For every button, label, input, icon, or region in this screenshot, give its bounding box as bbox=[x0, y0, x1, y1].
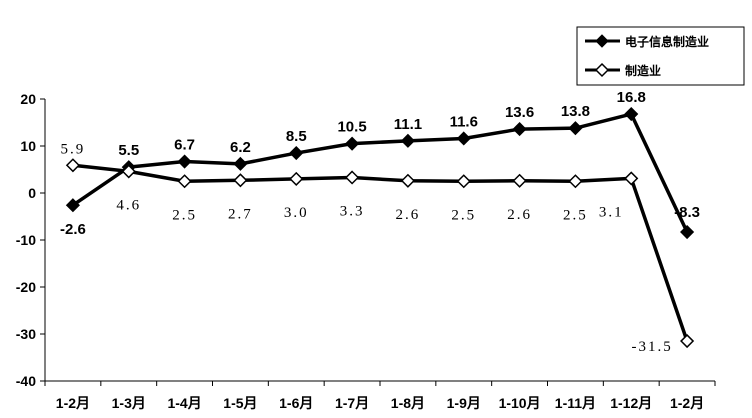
legend-label-manufacturing: 制造业 bbox=[625, 63, 661, 78]
legend-marker-manufacturing bbox=[594, 62, 610, 78]
x-tick-label: 1-6月 bbox=[279, 395, 313, 411]
data-label: 6.7 bbox=[174, 137, 195, 154]
data-label: 3.1 bbox=[599, 204, 624, 220]
data-label: 13.6 bbox=[505, 104, 534, 121]
data-label: 6.2 bbox=[230, 139, 251, 156]
y-tick-label: -20 bbox=[16, 279, 36, 295]
legend-label-electronics: 电子信息制造业 bbox=[625, 34, 709, 49]
legend-box bbox=[576, 26, 745, 86]
data-point-marker bbox=[289, 145, 304, 161]
data-label: -2.6 bbox=[60, 221, 86, 238]
data-point-marker bbox=[456, 131, 471, 146]
y-tick-label: -10 bbox=[16, 232, 36, 248]
data-point-marker bbox=[233, 173, 248, 188]
data-point-marker bbox=[345, 136, 360, 151]
y-tick-labels: 20 10 0 -10 -20 -30 -40 bbox=[16, 91, 36, 389]
data-label: 4.6 bbox=[116, 197, 141, 213]
data-point-marker bbox=[624, 171, 639, 186]
x-tick-labels: 1-2月 1-3月 1-4月 1-5月 1-6月 1-7月 1-8月 1-9月 1-10月 1-1… bbox=[56, 395, 704, 411]
y-tick-label: 20 bbox=[20, 91, 36, 107]
data-label: 2.7 bbox=[228, 206, 253, 222]
data-point-marker bbox=[345, 170, 360, 185]
y-tick-label: 10 bbox=[20, 138, 36, 154]
data-point-marker bbox=[65, 158, 80, 173]
data-point-marker bbox=[400, 173, 415, 188]
x-tick-label: 1-5月 bbox=[223, 395, 257, 411]
x-tick-label: 1-10月 bbox=[499, 395, 541, 411]
data-label: 5.5 bbox=[118, 142, 139, 159]
data-point-marker bbox=[512, 173, 527, 188]
data-label: 2.5 bbox=[451, 207, 476, 223]
data-point-marker bbox=[568, 174, 583, 189]
data-label: 5.9 bbox=[61, 141, 86, 157]
data-label: 2.5 bbox=[563, 207, 588, 223]
series-line-1 bbox=[72, 163, 689, 342]
data-label: -8.3 bbox=[674, 204, 700, 221]
data-labels: -2.6 5.5 6.7 6.2 8.5 10.5 11.1 11.6 13.6 13.8 16.8… bbox=[60, 89, 700, 355]
data-label: 8.5 bbox=[286, 128, 307, 145]
data-point-marker bbox=[680, 333, 695, 349]
data-point-marker bbox=[624, 106, 639, 122]
legend: 电子信息制造业 制造业 bbox=[576, 26, 745, 86]
data-label: 3.0 bbox=[284, 205, 309, 221]
data-point-marker bbox=[65, 198, 80, 213]
data-label: 2.5 bbox=[172, 207, 197, 223]
x-tick-label: 1-3月 bbox=[112, 395, 146, 411]
y-tick-label: -40 bbox=[16, 373, 36, 389]
data-label: 11.6 bbox=[450, 113, 478, 130]
series-line-0 bbox=[71, 112, 689, 233]
series bbox=[65, 106, 695, 349]
data-point-marker bbox=[680, 224, 695, 240]
axes bbox=[40, 98, 716, 386]
data-label: 10.5 bbox=[337, 119, 366, 136]
data-point-marker bbox=[233, 156, 248, 171]
legend-marker-electronics bbox=[595, 34, 609, 48]
x-tick-label: 1-9月 bbox=[447, 395, 481, 411]
data-label: 11.1 bbox=[394, 116, 422, 133]
data-label: 16.8 bbox=[617, 89, 646, 106]
x-tick-label: 1-2月 bbox=[56, 395, 90, 411]
data-point-marker bbox=[568, 121, 583, 136]
y-tick-label: -30 bbox=[16, 326, 36, 342]
x-tick-label: 1-8月 bbox=[391, 395, 425, 411]
data-label: 3.3 bbox=[340, 203, 365, 219]
data-label: 13.8 bbox=[561, 103, 590, 120]
data-point-marker bbox=[289, 171, 304, 186]
x-tick-label: 1-2月 bbox=[670, 395, 704, 411]
x-tick-label: 1-4月 bbox=[167, 395, 201, 411]
x-tick-label: 1-7月 bbox=[335, 395, 369, 411]
data-point-marker bbox=[512, 122, 527, 137]
data-label: -31.5 bbox=[631, 339, 672, 355]
data-label: 2.6 bbox=[507, 207, 532, 223]
data-point-marker bbox=[121, 164, 136, 179]
data-point-marker bbox=[177, 174, 192, 189]
y-tick-label: 0 bbox=[28, 185, 36, 201]
x-tick-label: 1-11月 bbox=[555, 395, 596, 411]
data-point-marker bbox=[400, 133, 415, 148]
data-point-marker bbox=[456, 174, 471, 189]
x-tick-label: 1-12月 bbox=[610, 395, 652, 411]
data-point-marker bbox=[177, 154, 192, 169]
data-label: 2.6 bbox=[396, 207, 421, 223]
